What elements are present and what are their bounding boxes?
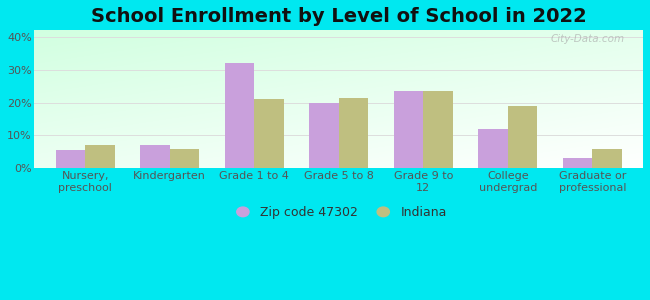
Bar [592,148,622,168]
Bar [508,106,538,168]
Bar [85,145,115,168]
Bar [563,158,592,168]
Bar [478,129,508,168]
Bar [339,98,369,168]
Bar [56,150,85,168]
Bar [170,148,200,168]
Legend: Zip code 47302, Indiana: Zip code 47302, Indiana [226,201,452,224]
Text: City-Data.com: City-Data.com [551,34,625,44]
Bar [254,99,284,168]
Bar [423,91,453,168]
Bar [394,91,423,168]
Title: School Enrollment by Level of School in 2022: School Enrollment by Level of School in … [91,7,587,26]
Bar [140,145,170,168]
Bar [309,103,339,168]
Bar [225,63,254,168]
